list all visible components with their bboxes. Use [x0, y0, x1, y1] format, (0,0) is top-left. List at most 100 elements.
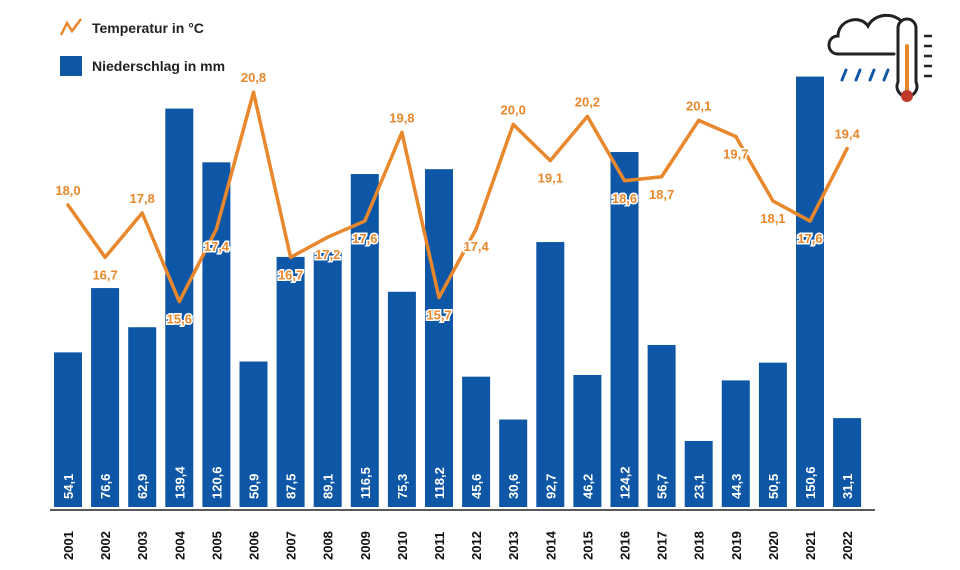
bar: [610, 152, 639, 507]
temperature-point: [734, 134, 738, 138]
x-tick-label: 2013: [506, 531, 521, 560]
temperature-label: 20,0: [501, 102, 526, 117]
temperature-point: [511, 122, 515, 126]
temperature-label: 17,2: [315, 247, 340, 262]
temperature-label: 18,6: [612, 191, 637, 206]
temperature-point: [326, 235, 330, 239]
temperature-label: 18,7: [649, 187, 674, 202]
bar: [536, 242, 565, 507]
x-tick-label: 2020: [766, 531, 781, 560]
bar: [647, 344, 676, 507]
bar-value-label: 124,2: [618, 466, 633, 499]
x-tick-label: 2006: [247, 531, 262, 560]
x-tick-label: 2021: [803, 531, 818, 560]
temperature-label: 17,6: [352, 231, 377, 246]
temperature-point: [177, 300, 181, 304]
temperature-point: [437, 296, 441, 300]
temperature-label: 17,4: [463, 239, 489, 254]
bar-value-label: 89,1: [321, 474, 336, 499]
x-tick-label: 2022: [840, 531, 855, 560]
bar-value-label: 31,1: [840, 474, 855, 499]
temperature-label: 18,1: [760, 211, 785, 226]
bar-value-label: 30,6: [506, 474, 521, 499]
legend-precipitation-label: Niederschlag in mm: [92, 58, 226, 74]
x-tick-label: 2011: [432, 532, 447, 560]
temperature-label: 19,7: [723, 146, 748, 161]
temperature-label: 17,4: [204, 239, 230, 254]
temperature-label: 19,4: [834, 127, 860, 142]
bar: [54, 352, 82, 507]
bar-value-label: 50,5: [766, 474, 781, 499]
bar: [462, 376, 491, 507]
bar-value-label: 150,6: [803, 466, 818, 499]
temperature-point: [289, 255, 293, 259]
temperature-point: [474, 227, 478, 231]
temperature-label: 16,7: [92, 267, 117, 282]
x-tick-label: 2017: [655, 531, 670, 560]
legend-precipitation: Niederschlag in mm: [60, 56, 225, 76]
bar: [758, 362, 787, 507]
legend-temperature-label: Temperatur in °C: [92, 20, 204, 36]
bar: [796, 76, 824, 507]
temperature-point: [548, 159, 552, 163]
temperature-point: [66, 203, 70, 207]
bar-value-label: 56,7: [655, 474, 670, 499]
x-tick-label: 2010: [395, 531, 410, 560]
x-tick-label: 2019: [729, 531, 744, 560]
temperature-point: [845, 147, 849, 151]
bar-value-label: 118,2: [432, 467, 447, 499]
legend-temperature: Temperatur in °C: [60, 18, 204, 38]
bar-value-label: 62,9: [135, 474, 150, 499]
bar-value-label: 45,6: [469, 474, 484, 499]
bar: [499, 419, 528, 507]
bar-value-label: 87,5: [284, 474, 299, 499]
x-tick-label: 2008: [321, 531, 336, 560]
bar-value-label: 23,1: [692, 474, 707, 499]
bar-value-label: 92,7: [543, 474, 558, 499]
temperature-point: [697, 118, 701, 122]
x-tick-label: 2009: [358, 531, 373, 560]
temperature-point: [214, 227, 218, 231]
x-tick-label: 2001: [61, 531, 76, 560]
bar-value-label: 54,1: [61, 474, 76, 499]
x-tick-label: 2003: [135, 531, 150, 560]
temperature-point: [660, 175, 664, 179]
bar: [239, 361, 268, 507]
bar: [276, 256, 305, 507]
temperature-label: 18,0: [55, 183, 80, 198]
bar: [833, 418, 862, 507]
temperature-point: [808, 219, 812, 223]
temperature-label: 15,7: [426, 308, 451, 323]
temperature-point: [363, 219, 367, 223]
x-tick-label: 2004: [172, 530, 187, 560]
x-tick-label: 2018: [692, 531, 707, 560]
bar-swatch-icon: [60, 56, 82, 76]
bar: [573, 374, 602, 507]
bar: [721, 380, 750, 507]
temperature-label: 17,6: [797, 231, 822, 246]
x-tick-label: 2015: [580, 531, 595, 560]
temperature-label: 15,6: [167, 312, 192, 327]
bar-value-label: 75,3: [395, 474, 410, 499]
bar: [387, 291, 416, 507]
bar: [91, 288, 120, 507]
temperature-label: 19,1: [538, 171, 563, 186]
bar-value-label: 116,5: [358, 467, 373, 499]
temperature-point: [140, 211, 144, 215]
temperature-point: [771, 199, 775, 203]
x-tick-label: 2005: [209, 531, 224, 560]
bar: [165, 108, 194, 507]
temperature-point: [585, 114, 589, 118]
temperature-label: 19,8: [389, 110, 414, 125]
temperature-label: 20,8: [241, 70, 266, 85]
bar-value-label: 76,6: [98, 474, 113, 499]
bar: [313, 252, 342, 507]
x-tick-label: 2002: [98, 531, 113, 560]
bar: [128, 327, 157, 507]
temperature-point: [623, 179, 626, 183]
temperature-label: 17,8: [130, 191, 155, 206]
temperature-label: 20,1: [686, 98, 711, 113]
bar: [425, 169, 453, 508]
temperature-point: [400, 130, 404, 134]
